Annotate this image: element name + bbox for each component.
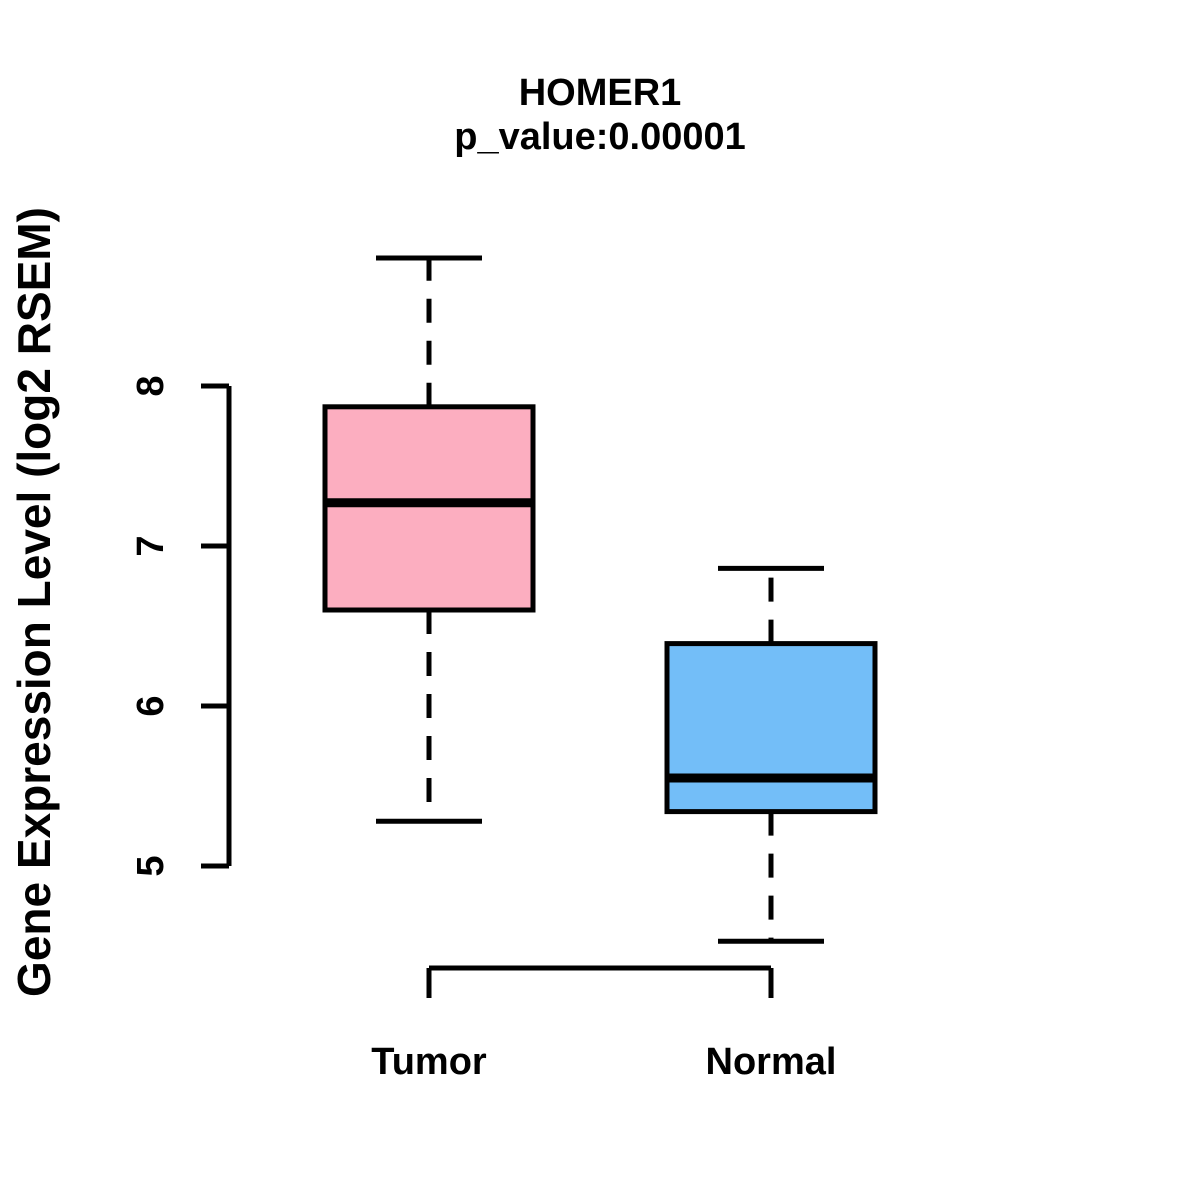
y-axis-label: Gene Expression Level (log2 RSEM) bbox=[8, 207, 60, 997]
box-group bbox=[322, 255, 878, 944]
chart-subtitle: p_value:0.00001 bbox=[454, 116, 746, 158]
chart-title: HOMER1 bbox=[519, 72, 682, 114]
category-label-tumor: Tumor bbox=[371, 1041, 487, 1083]
category-label-normal: Normal bbox=[706, 1041, 837, 1083]
boxplot-normal bbox=[664, 565, 878, 944]
x-axis bbox=[426, 965, 774, 998]
boxplot-tumor bbox=[322, 255, 536, 824]
y-axis: 8 7 6 5 bbox=[130, 375, 232, 877]
category-labels: Tumor Normal bbox=[371, 1041, 836, 1083]
iqr-box-tumor bbox=[322, 404, 536, 613]
iqr-box-normal bbox=[664, 641, 878, 815]
y-axis-tick-label: 5 bbox=[130, 855, 172, 876]
y-axis-tick-label: 6 bbox=[130, 695, 172, 716]
y-axis-tick-label: 7 bbox=[130, 535, 172, 556]
y-axis-tick-label: 8 bbox=[130, 375, 172, 396]
